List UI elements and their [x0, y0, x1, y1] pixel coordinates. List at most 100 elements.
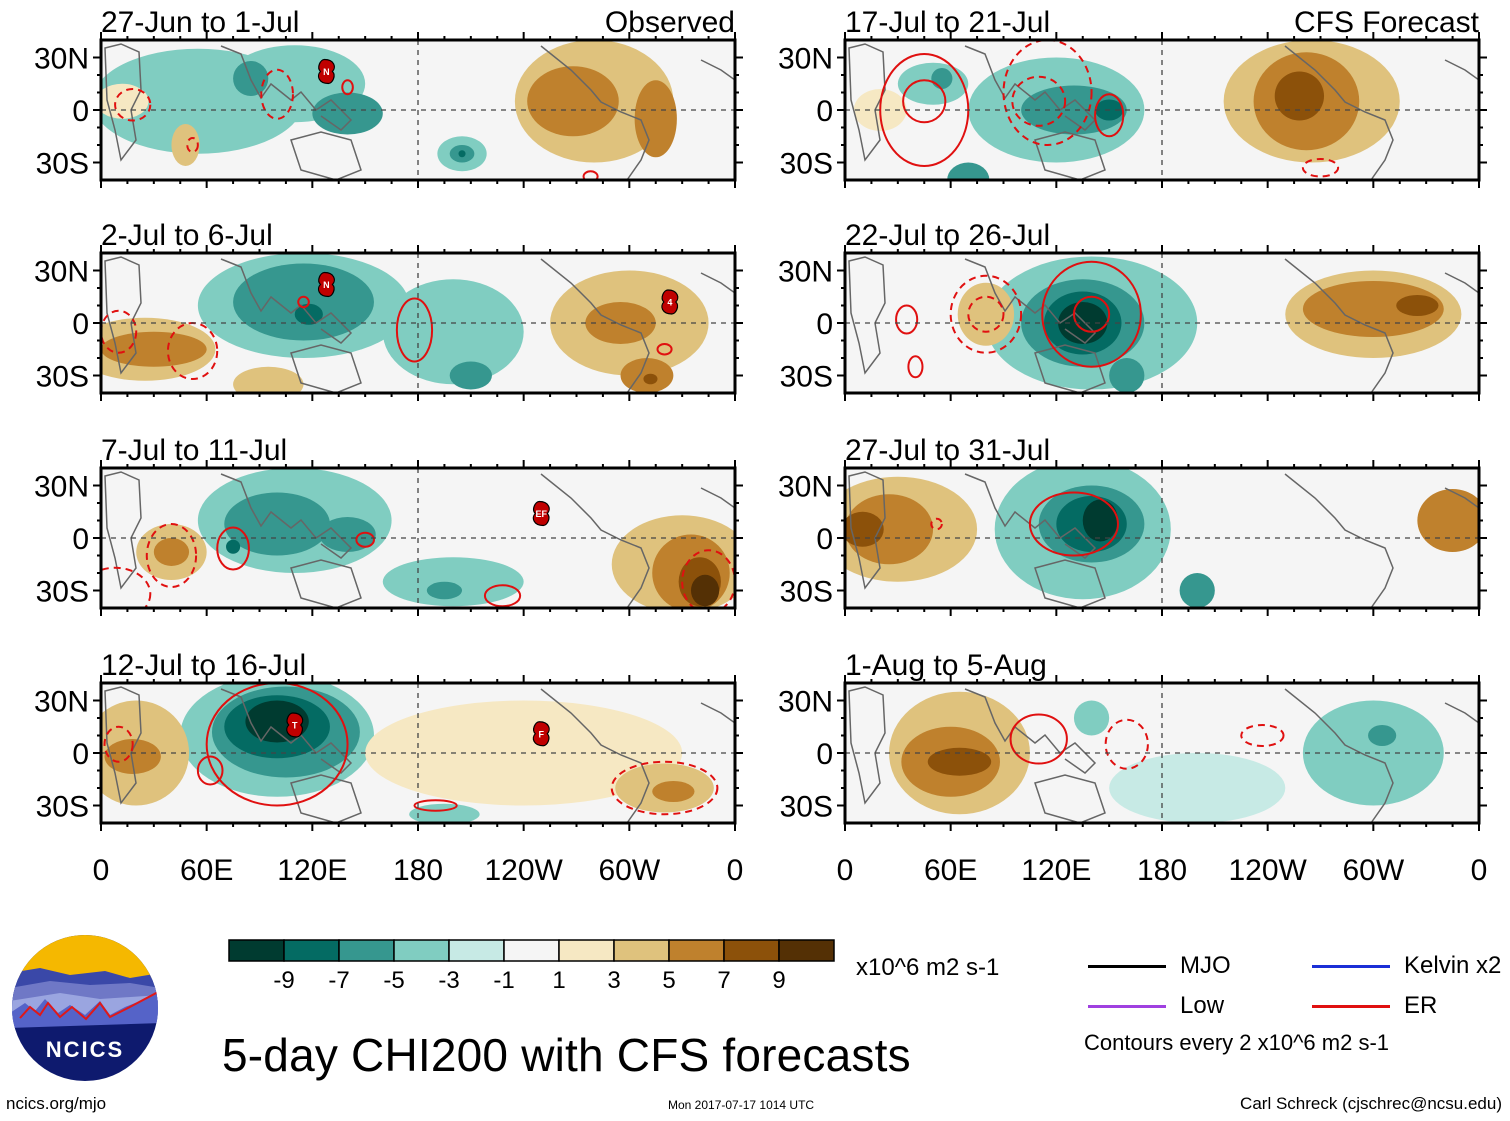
tropical-cyclone-icon: N: [317, 58, 335, 85]
er-contour: [103, 725, 134, 763]
coastline: [1284, 45, 1394, 180]
anomaly-region: [426, 581, 463, 600]
coastline: [1284, 688, 1394, 823]
storm-letter: N: [323, 67, 330, 77]
x-tick-label: 0: [1471, 854, 1488, 887]
y-tick-label: 30S: [36, 361, 89, 394]
x-axis-left: 0 60E 120E 180 120W 60W 0: [93, 854, 744, 887]
er-contour: [902, 79, 947, 124]
x-tick-label: 120W: [484, 854, 563, 887]
panel-label: CFS Forecast: [1294, 6, 1480, 39]
anomaly-region: [409, 803, 480, 823]
er-contour: [1028, 491, 1119, 557]
colorbar-swatch: [778, 939, 835, 962]
y-tick-label: 30N: [34, 43, 89, 76]
anomaly-region: [634, 80, 677, 158]
storm-letter: N: [323, 280, 330, 290]
y-tick-label: 30N: [778, 471, 833, 504]
er-contour: [483, 584, 522, 608]
x-tick-label: 60E: [180, 854, 233, 887]
figure-title: 5-day CHI200 with CFS forecasts: [222, 1029, 911, 1081]
legend-label-low: Low: [1180, 992, 1225, 1019]
coastline: [290, 131, 362, 180]
coastline: [848, 471, 886, 590]
anomaly-region: [1179, 573, 1215, 608]
colorbar-tick-label: -7: [328, 967, 349, 994]
er-contour: [114, 88, 152, 122]
er-contour: [582, 170, 599, 180]
legend-item-mjo: MJO: [1088, 952, 1231, 980]
panel-field: [845, 253, 1479, 393]
coastline: [220, 688, 353, 774]
anomaly-region: [1109, 358, 1145, 393]
er-contour: [967, 295, 1005, 333]
anomaly-region: [171, 124, 200, 166]
legend-label-kelvin: Kelvin x2: [1404, 952, 1502, 979]
tropical-cyclone-icon: T: [286, 712, 304, 738]
er-contour: [907, 355, 924, 379]
er-contour: [341, 79, 354, 96]
panel-title: 17-Jul to 21-Jul: [845, 6, 1050, 39]
er-contour: [101, 566, 152, 608]
y-tick-label: 30S: [780, 576, 833, 609]
colorbar-swatch: [393, 939, 450, 962]
er-contour: [895, 304, 919, 335]
er-contour: [101, 309, 138, 354]
x-tick-label: 0: [727, 854, 744, 887]
anomaly-region: [527, 66, 619, 137]
er-contour: [186, 137, 199, 153]
panel-title: 27-Jun to 1-Jul: [101, 6, 299, 39]
map-panel-p6: 22-Jul to 26-Jul 30N 0 30S: [778, 219, 1487, 401]
colorbar-swatch: [668, 939, 725, 962]
legend-swatch-mjo: [1088, 964, 1166, 968]
y-tick-label: 30N: [778, 43, 833, 76]
x-tick-label: 0: [93, 854, 110, 887]
coastline: [1444, 272, 1479, 294]
y-tick-label: 0: [72, 738, 89, 771]
er-contour: [610, 760, 719, 816]
y-tick-label: 30S: [36, 576, 89, 609]
colorbar-tick-label: 3: [607, 967, 620, 994]
panel-field: TF: [101, 683, 735, 823]
anomaly-region: [312, 92, 383, 135]
y-tick-label: 30N: [778, 256, 833, 289]
er-contour: [145, 523, 198, 588]
y-tick-label: 30N: [34, 471, 89, 504]
storm-letter: 4: [667, 298, 672, 308]
anomaly-region: [927, 747, 992, 776]
x-tick-label: 0: [837, 854, 854, 887]
anomaly-region: [101, 331, 207, 367]
coastline: [540, 258, 650, 393]
coastline: [1444, 59, 1479, 81]
anomaly-region: [1417, 489, 1479, 552]
anomaly-region: [652, 781, 695, 802]
storm-letter: T: [292, 721, 298, 731]
x-tick-label: 60E: [924, 854, 977, 887]
y-tick-label: 30S: [780, 361, 833, 394]
author-credit: Carl Schreck (cjschrec@ncsu.edu): [1240, 1094, 1502, 1113]
legend-label-mjo: MJO: [1180, 952, 1231, 979]
er-contour: [297, 295, 310, 309]
er-contour: [949, 274, 1023, 354]
anomaly-region: [104, 739, 161, 774]
coastline: [964, 258, 1097, 344]
x-tick-label: 120E: [277, 854, 347, 887]
coastline: [540, 45, 650, 180]
coastline: [104, 686, 142, 805]
colorbar-units-label: x10^6 m2 s-1: [856, 954, 1000, 981]
coastline: [1034, 559, 1106, 608]
site-link[interactable]: ncics.org/mjo: [6, 1094, 107, 1113]
er-contour: [1072, 295, 1111, 333]
er-contour: [1094, 93, 1125, 138]
y-tick-label: 0: [816, 308, 833, 341]
er-contour: [1104, 718, 1149, 770]
colorbar-tick-label: 5: [662, 967, 675, 994]
anomaly-region: [585, 302, 656, 344]
anomaly-region: [957, 282, 1015, 346]
contour-interval-note: Contours every 2 x10^6 m2 s-1: [1084, 1030, 1390, 1055]
coastline: [1444, 702, 1479, 724]
coastline: [104, 471, 142, 590]
